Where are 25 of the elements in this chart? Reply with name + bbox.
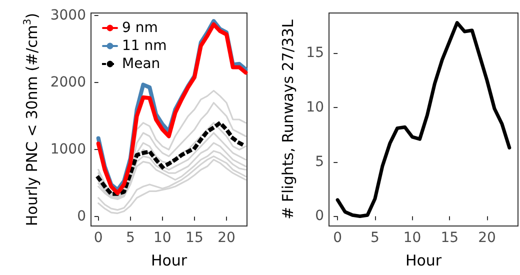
x-tick-label: 15: [186, 230, 204, 246]
y-tick-label: 0: [77, 208, 86, 225]
y-tick-label: 0: [315, 208, 324, 224]
y-tick-label: 3000: [50, 8, 86, 24]
legend-label: Mean: [122, 56, 160, 72]
y-tick-label: 10: [306, 100, 324, 116]
x-axis-title: Hour: [150, 252, 188, 270]
y-tick-label: 15: [306, 45, 324, 62]
x-tick-label: 5: [370, 230, 380, 246]
x-tick-label: 5: [126, 230, 135, 246]
y-axis-title: # Flights, Runways 27/33L: [278, 18, 297, 220]
x-tick-label: 0: [333, 230, 342, 246]
y-axis-title: Hourly PNC < 30nm (#/cm3): [22, 12, 41, 226]
x-tick-label: 10: [403, 230, 422, 246]
y-tick-label: 1000: [50, 142, 86, 158]
x-tick-label: 20: [218, 230, 236, 246]
x-tick-label: 15: [440, 230, 459, 246]
x-axis-title: Hour: [405, 252, 442, 270]
x-tick-label: 10: [154, 230, 172, 246]
x-tick-label: 20: [478, 230, 496, 246]
y-tick-label: 2000: [50, 74, 86, 91]
legend-label: 11 nm: [122, 38, 167, 54]
legend-label: 9 nm: [122, 20, 158, 36]
x-tick-label: 0: [94, 230, 103, 246]
y-tick-label: 5: [315, 154, 324, 170]
